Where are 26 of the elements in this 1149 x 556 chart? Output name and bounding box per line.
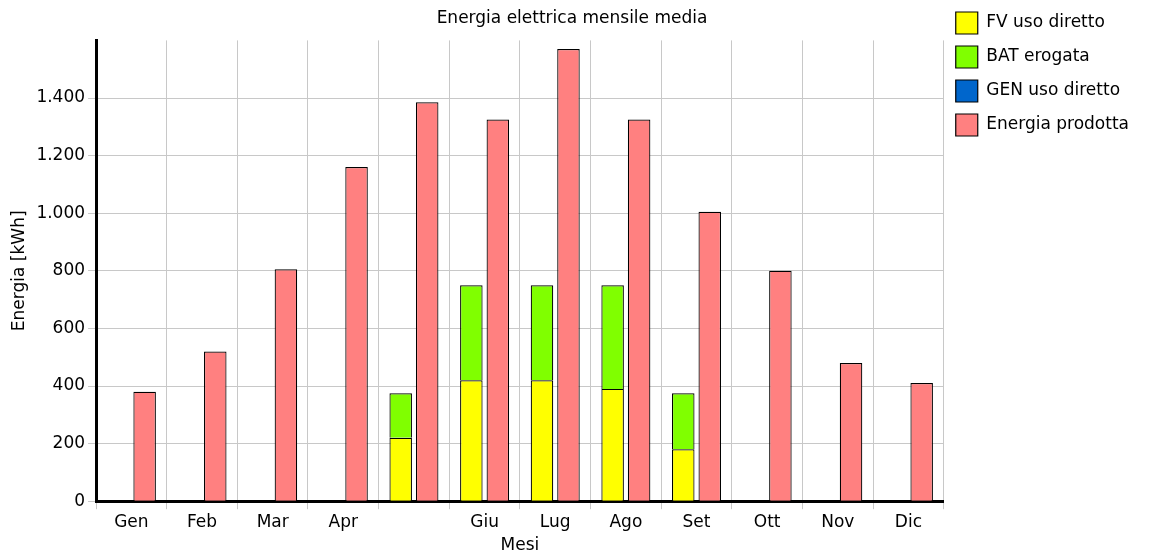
y-tick-label: 0 xyxy=(74,489,86,510)
y-tick-label: 600 xyxy=(52,316,86,337)
x-tick-label: Set xyxy=(682,510,711,531)
legend-label: GEN uso diretto xyxy=(986,79,1121,100)
legend-label: Energia prodotta xyxy=(986,113,1129,134)
x-tick-label: Lug xyxy=(539,510,571,531)
y-tick-label: 400 xyxy=(52,374,86,395)
x-tick-label: Mar xyxy=(256,510,289,531)
x-tick-label: Nov xyxy=(821,510,855,531)
y-tick-label: 800 xyxy=(52,259,86,280)
x-tick-label: Apr xyxy=(328,510,359,531)
y-tick-label: 200 xyxy=(52,432,86,453)
x-tick-label: Dic xyxy=(894,510,923,531)
chart-title: Energia elettrica mensile media xyxy=(436,6,708,27)
x-tick-label: Gen xyxy=(114,510,149,531)
x-tick-label: Feb xyxy=(186,510,218,531)
x-tick-label: Ago xyxy=(609,510,643,531)
y-tick-label: 1.000 xyxy=(36,201,86,222)
legend-label: BAT erogata xyxy=(986,45,1090,66)
x-tick-label: Ott xyxy=(753,510,781,531)
y-tick-label: 1.200 xyxy=(36,144,86,165)
y-tick-label: 1.400 xyxy=(36,86,86,107)
legend-label: FV uso diretto xyxy=(986,11,1105,32)
x-axis-title: Mesi xyxy=(500,534,540,555)
x-tick-label: Giu xyxy=(470,510,499,531)
y-axis-title: Energia [kWh] xyxy=(7,210,28,332)
